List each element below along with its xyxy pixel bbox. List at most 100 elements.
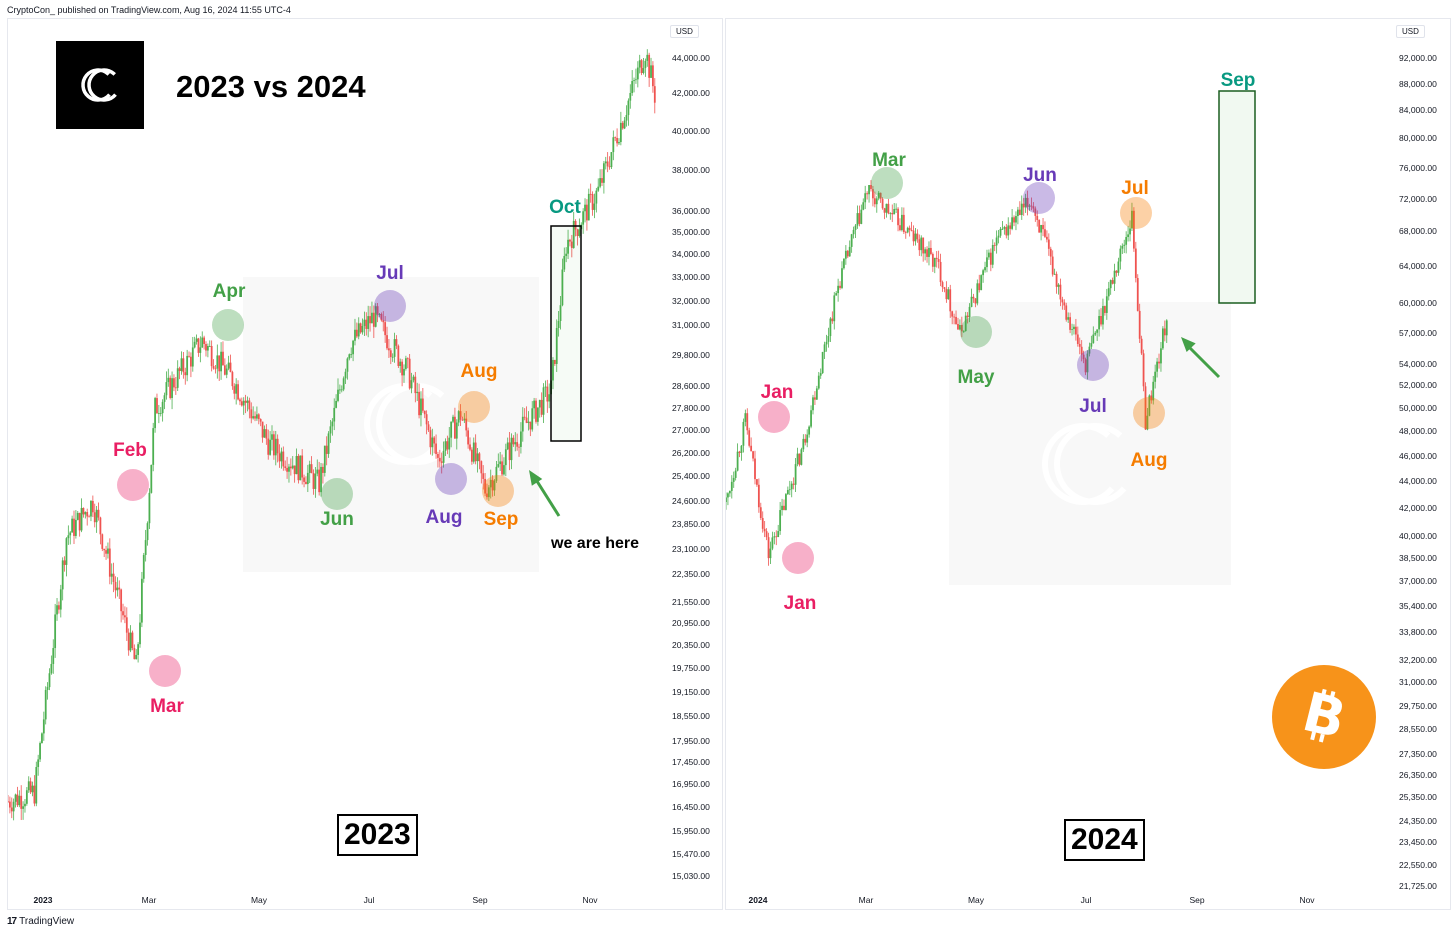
candle-body (916, 233, 919, 240)
candle-body (858, 213, 861, 224)
candle-body (582, 211, 585, 225)
candle-body (879, 192, 882, 199)
candle-body (105, 550, 107, 554)
month-circle-jan (758, 401, 790, 433)
candle-body (469, 444, 471, 450)
candle-body (817, 375, 820, 389)
candle-body (866, 193, 869, 195)
y-tick-label: 17,950.00 (672, 735, 710, 746)
candle-body (291, 465, 294, 469)
candle-body (44, 689, 47, 720)
candle-body (178, 368, 181, 371)
candle-body (427, 424, 430, 431)
candle-body (819, 373, 822, 376)
y-tick-label: 25,400.00 (672, 471, 710, 482)
candle-body (1115, 270, 1118, 273)
candle-body (587, 193, 590, 221)
candle-body (431, 437, 434, 448)
candle-body (642, 68, 645, 74)
candle-body (229, 362, 232, 373)
candle-body (480, 461, 483, 474)
y-tick-label: 16,950.00 (672, 779, 710, 790)
candle-body (386, 335, 388, 349)
candle-body (1165, 320, 1168, 336)
y-tick-label: 64,000.00 (1399, 261, 1437, 272)
candle-body (220, 351, 222, 372)
candle-body (1071, 329, 1073, 330)
candle-body (785, 494, 787, 510)
candle-body (997, 235, 1000, 238)
y-tick-label: 28,550.00 (1399, 724, 1437, 735)
candle-body (171, 378, 173, 398)
candle-body (442, 450, 445, 463)
candle-body (297, 455, 300, 481)
currency-badge[interactable]: USD (670, 25, 699, 38)
candle-body (912, 230, 915, 242)
candle-body (928, 247, 930, 257)
candle-body (288, 466, 290, 472)
candle-body (99, 517, 102, 535)
candle-body (1142, 353, 1145, 387)
candle-body (39, 743, 41, 760)
candle-body (157, 413, 160, 415)
y-tick-label: 38,500.00 (1399, 552, 1437, 563)
candle-body (323, 445, 326, 473)
candle-body (410, 380, 413, 389)
candle-body (926, 249, 928, 257)
candle-body (269, 439, 272, 455)
candle-body (501, 461, 503, 475)
candle-body (852, 229, 855, 235)
candle-body (831, 318, 834, 322)
candle-body (465, 418, 468, 431)
candle-body (412, 376, 415, 381)
candle-body (216, 355, 219, 369)
month-label-feb: Feb (113, 440, 147, 461)
y-tick-label: 44,000.00 (1399, 476, 1437, 487)
candle-body (118, 587, 121, 590)
candle-body (401, 361, 404, 376)
candle-body (1042, 224, 1044, 230)
tradingview-footer[interactable]: 17 TradingView (7, 916, 74, 927)
chart-panel-2023[interactable]: 2023 vs 2024 USD we are here 2023 44,000… (7, 18, 723, 910)
candle-body (169, 377, 172, 398)
candle-body (206, 345, 209, 351)
candle-body (371, 312, 373, 324)
candle-body (883, 208, 886, 213)
candle-body (850, 234, 853, 247)
candle-body (56, 605, 58, 615)
candle-body (46, 687, 49, 690)
currency-badge[interactable]: USD (1396, 25, 1425, 38)
candle-body (841, 268, 843, 288)
candle-body (1111, 280, 1114, 284)
candle-body (457, 411, 460, 423)
candle-body (421, 398, 424, 411)
month-circle-mar (871, 167, 903, 199)
candle-body (1156, 361, 1158, 372)
candle-body (1119, 248, 1122, 262)
candle-body (862, 202, 865, 210)
y-tick-label: 23,100.00 (672, 543, 710, 554)
y-tick-label: 35,400.00 (1399, 600, 1437, 611)
candle-body (625, 115, 628, 121)
candle-body (1049, 248, 1052, 257)
candle-body (388, 348, 390, 351)
candle-body (120, 589, 123, 612)
candle-body (974, 298, 977, 304)
candle-body (16, 794, 19, 806)
candle-body (877, 192, 880, 199)
y-tick-label: 24,350.00 (1399, 815, 1437, 826)
y-tick-label: 18,550.00 (672, 710, 710, 721)
candle-body (450, 421, 453, 438)
y-tick-label: 54,000.00 (1399, 358, 1437, 369)
candle-body (71, 518, 74, 533)
month-circle-sep (482, 475, 514, 507)
candle-body (1069, 317, 1071, 330)
y-tick-label: 20,950.00 (672, 618, 710, 629)
candle-body (208, 345, 211, 347)
candle-body (10, 807, 13, 812)
candle-body (951, 311, 954, 317)
candle-body (403, 368, 405, 376)
candle-body (1129, 228, 1131, 235)
chart-panel-2024[interactable]: USD 2024 B 92,000.00 88,000.00 84,000.00 80… (725, 18, 1451, 910)
y-tick-label: 20,350.00 (672, 640, 710, 651)
